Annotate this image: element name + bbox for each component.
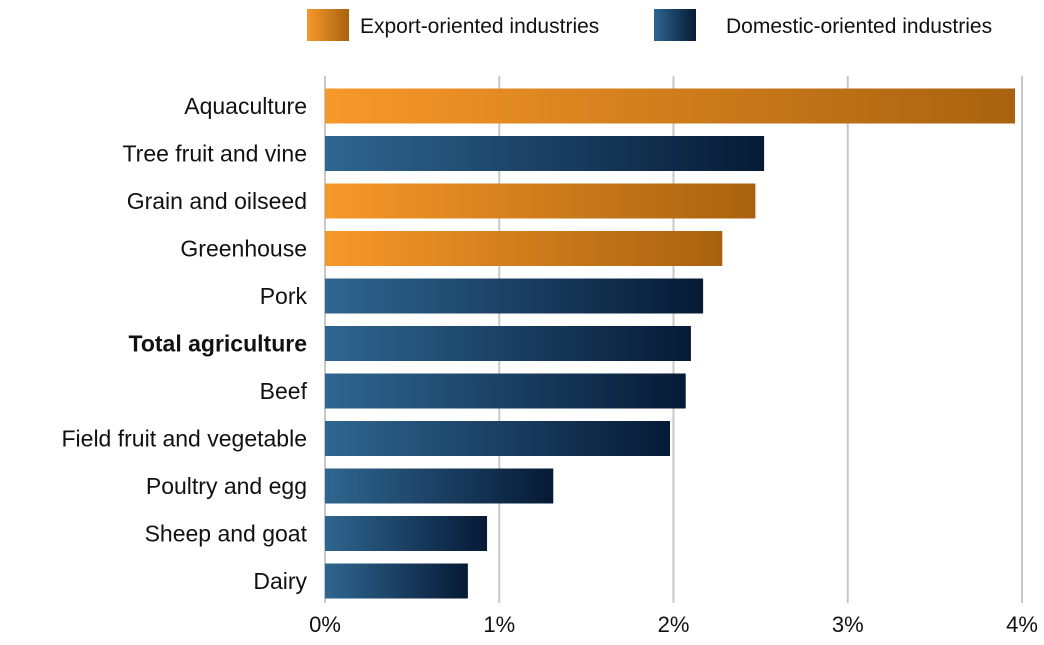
legend-label-domestic: Domestic-oriented industries [726, 15, 992, 38]
bar-field-fruit-and-vegetable [325, 421, 671, 456]
category-label: Total agriculture [129, 331, 308, 357]
x-tick-label: 0% [309, 612, 341, 637]
legend: Export-oriented industries Domestic-orien… [307, 9, 992, 41]
category-label: Dairy [253, 568, 307, 594]
bar-grain-and-oilseed [325, 183, 756, 219]
legend-swatch-export [307, 9, 349, 41]
x-tick-label: 4% [1006, 612, 1038, 637]
x-tick-label: 2% [658, 612, 690, 637]
bar-aquaculture [325, 88, 1016, 124]
category-label: Field fruit and vegetable [62, 426, 308, 452]
bar-total-agriculture [325, 326, 691, 361]
category-label: Aquaculture [184, 93, 307, 119]
category-labels: Aquaculture Tree fruit and vine Grain and … [62, 93, 308, 594]
x-tick-label: 3% [832, 612, 864, 637]
category-label: Grain and oilseed [127, 188, 307, 214]
category-label: Beef [260, 378, 308, 404]
legend-label-export: Export-oriented industries [360, 15, 599, 38]
bar-greenhouse [325, 231, 723, 266]
bar-beef [325, 373, 686, 409]
x-axis-tick-labels: 0% 1% 2% 3% 4% [309, 612, 1038, 637]
bar-sheep-and-goat [325, 516, 488, 551]
category-label: Sheep and goat [145, 521, 308, 547]
category-label: Greenhouse [180, 236, 307, 262]
category-label: Poultry and egg [146, 473, 307, 499]
bar-pork [325, 278, 704, 314]
category-label: Tree fruit and vine [122, 141, 307, 167]
bar-poultry-and-egg [325, 468, 554, 504]
bar-tree-fruit-and-vine [325, 136, 765, 171]
bar-dairy [325, 563, 468, 599]
category-label: Pork [260, 283, 308, 309]
legend-swatch-domestic [654, 9, 696, 41]
bars [325, 88, 1016, 599]
x-tick-label: 1% [483, 612, 515, 637]
